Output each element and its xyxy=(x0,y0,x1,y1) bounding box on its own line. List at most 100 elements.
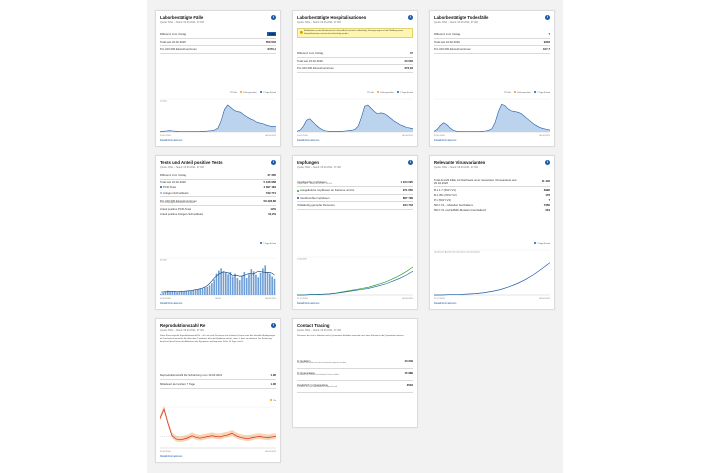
card-title: Laborbestätigte Todesfälle xyxy=(434,15,489,20)
bar xyxy=(220,268,222,295)
row-variant: 501Y.V1 und E484K-Mutation beinhaltend 21… xyxy=(434,207,550,212)
line-series xyxy=(434,262,550,296)
bar xyxy=(213,279,215,295)
chart-line: 21.12.2020 08.03.2021 1 000 000 xyxy=(297,255,413,300)
card-tests: Tests und Anteil positive Tests Quelle: … xyxy=(155,155,281,310)
chart-line: 02.03.2020 08.03.2021 xyxy=(160,405,276,453)
x-tick-label: 08.03.2021 xyxy=(539,135,550,137)
details-link[interactable]: Detailinformationen xyxy=(160,455,183,458)
bar xyxy=(271,276,273,295)
chart-svg: 21.12.2020 08.03.2021 Gesicherte Anzahl mi… xyxy=(434,249,550,300)
bar xyxy=(190,290,192,295)
card-subtitle: Quelle: BAG – Stand: 08.03.2021, 07.00h xyxy=(160,329,205,332)
bar xyxy=(248,274,250,295)
bar xyxy=(262,268,264,295)
bar xyxy=(206,286,209,295)
details-link[interactable]: Detailinformationen xyxy=(160,302,183,305)
info-icon[interactable]: i xyxy=(545,160,550,165)
bar xyxy=(171,291,174,295)
row-fully-vaccinated: Vollständig geimpfte Personen 234 743 xyxy=(297,202,413,210)
card-title: Impfungen xyxy=(297,160,319,165)
bar xyxy=(166,290,169,295)
info-icon[interactable]: i xyxy=(408,15,413,20)
y-tick-label: 1 000 000 xyxy=(297,258,307,260)
row-isolation: In Isolation 10 249 Personen, die positiv … xyxy=(297,357,413,369)
card-subtitle: Quelle: BAG – Stand: 09.03.2021, 07.00h xyxy=(297,166,342,169)
info-icon[interactable]: i xyxy=(545,15,550,20)
bar xyxy=(164,291,167,295)
chart-line: 21.12.2020 08.03.2021 Gesicherte Anzahl mi… xyxy=(434,248,550,300)
x-tick-label: 02.03.2020 xyxy=(160,451,172,453)
card-cases: Laborbestätigte Fälle Quelle: BAG – Stan… xyxy=(155,10,281,147)
row-variant: B.1.1.7 (501Y.V1) 3992 xyxy=(434,187,550,192)
chart-svg: 02.03.2020 08.03.2021 xyxy=(160,405,276,453)
line-series xyxy=(297,104,413,132)
bar xyxy=(199,288,202,295)
bar xyxy=(231,276,234,295)
details-link[interactable]: Detailinformationen xyxy=(434,139,457,142)
row-re-estimate: Reproduktionszahl Re Schätzung vom 19.02… xyxy=(160,371,276,380)
chart-svg: 21.12.2020 08.03.2021 1 000 000 xyxy=(297,256,413,300)
x-tick-label: 02.03.2020 xyxy=(160,298,172,300)
x-tick-label: 21.12.2020 xyxy=(297,298,309,300)
description-text: Diese Karte zeigt die Reproduktionszahl … xyxy=(160,335,276,343)
details-link[interactable]: Detailinformationen xyxy=(160,139,183,142)
confidence-band xyxy=(160,405,276,443)
card-vaccinations: Impfungen Quelle: BAG – Stand: 09.03.202… xyxy=(292,155,418,310)
x-tick-label: 24.02.2020 xyxy=(297,135,309,137)
chart-svg: 02.03.2020 08.09 08.03.2021 40 000 xyxy=(160,257,276,300)
x-tick-label: 08.03.2021 xyxy=(265,451,276,453)
row-per100k: Pro 100 000 Einwohner/innen 59 423,66 PCR … xyxy=(160,198,276,206)
info-icon[interactable]: i xyxy=(408,160,413,165)
bar xyxy=(224,272,227,295)
warning-banner: ! Meldedaten an das Bundesamt für Gesundh… xyxy=(297,28,413,38)
bar xyxy=(245,277,248,295)
bar xyxy=(162,292,164,295)
dashboard-page: Laborbestätigte Fälle Quelle: BAG – Stan… xyxy=(147,0,563,473)
card-title: Laborbestätigte Hospitalisationen xyxy=(297,15,367,20)
bar xyxy=(169,290,171,295)
details-link[interactable]: Detailinformationen xyxy=(297,139,320,142)
card-hospitalisations: Laborbestätigte Hospitalisationen Quelle… xyxy=(292,10,418,147)
bar xyxy=(241,275,243,295)
card-title: Laborbestätigte Fälle xyxy=(160,15,204,20)
x-tick-label: 08.03.2021 xyxy=(402,298,413,300)
row-antigen-positive: Anteil positive Antigen-Schnelltests 10,2… xyxy=(160,211,276,216)
chart-svg: 24.02.2020 08.03.2021 10 000 xyxy=(160,98,276,137)
x-tick-label: 24.02.2020 xyxy=(434,135,446,137)
row-re-mean: Mittelwert der letzten 7 Tage 1.06 xyxy=(160,380,276,389)
bar xyxy=(252,271,255,295)
bar xyxy=(264,265,267,295)
row-total: Total seit 24.02.2020 23 003 xyxy=(297,58,413,65)
details-link[interactable]: Detailinformationen xyxy=(297,302,320,305)
info-icon[interactable]: i xyxy=(271,160,276,165)
x-tick-label: 08.09 xyxy=(215,298,221,300)
card-subtitle: Quelle: BAG – Stand: 08.03.2021, 07.00h xyxy=(434,166,479,169)
card-subtitle: Quelle: BAG – Stand: 09.03.2021, 07.00h xyxy=(160,166,205,169)
bar xyxy=(183,291,185,295)
card-subtitle: Quelle: BAG – Stand: 09.03.2021, 07.00h xyxy=(434,21,479,24)
bar xyxy=(218,270,220,295)
description-text: Personen, die sich in Isolation und in Q… xyxy=(297,335,405,337)
info-icon[interactable]: i xyxy=(271,15,276,20)
line-series-secondary xyxy=(297,270,413,296)
bar xyxy=(211,283,213,295)
bar xyxy=(178,291,181,295)
card-title: Contact Tracing xyxy=(297,323,330,328)
info-icon[interactable]: i xyxy=(271,323,276,328)
row-total: Total seit 24.02.2020 559 643 xyxy=(160,39,276,46)
details-link[interactable]: Detailinformationen xyxy=(434,302,457,305)
bar xyxy=(185,291,188,295)
card-variants: Relevante Virusvarianten Quelle: BAG – S… xyxy=(429,155,555,310)
chart-area: 24.02.2020 08.03.2021 xyxy=(297,97,413,137)
bar xyxy=(243,272,246,295)
line-series xyxy=(434,103,550,132)
row-variant: B.1.351 (501Y.V2) 176 xyxy=(434,192,550,197)
area-series xyxy=(297,104,413,132)
card-deaths: Laborbestätigte Todesfälle Quelle: BAG –… xyxy=(429,10,555,147)
card-title: Reproduktionszahl Re xyxy=(160,323,206,328)
line-series xyxy=(160,270,275,293)
row-diff: Differenz zum Vortag 1033 xyxy=(160,31,276,39)
bar xyxy=(192,290,195,295)
y-tick-label: Gesicherte Anzahl mit relevanten Virusva… xyxy=(434,250,481,253)
